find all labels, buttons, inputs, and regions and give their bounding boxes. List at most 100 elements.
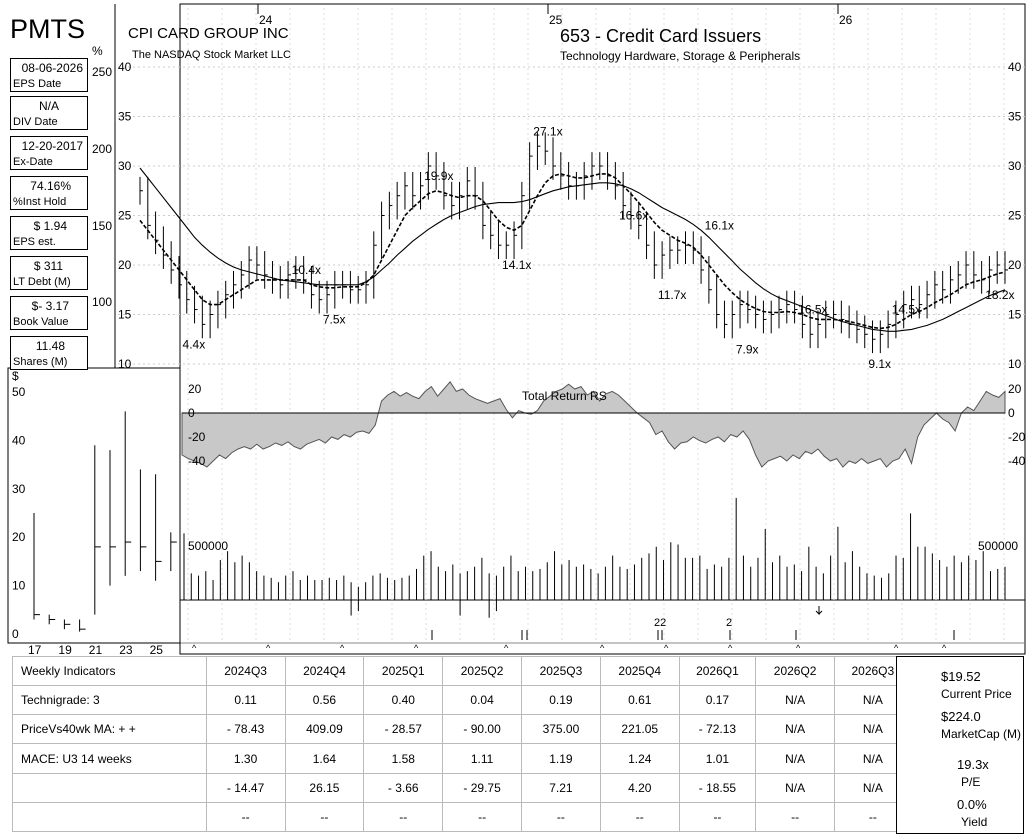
indicator-value-cell: - 90.00 [442, 714, 522, 745]
price-axis-label-right: 15 [1008, 308, 1022, 322]
eps-est-box: $ 1.94 EPS est. [10, 216, 88, 250]
indicator-value-cell: - 72.13 [678, 714, 757, 745]
table-row: MACE: U3 14 weeks 1.30 1.64 1.58 1.11 1.19 1.2… [12, 743, 1023, 774]
year-label: 25 [549, 13, 563, 27]
price-axis-label-right: 20 [1008, 258, 1022, 272]
ex-date-value: 12-20-2017 [21, 139, 83, 153]
yield-value: 0.0% [957, 797, 987, 812]
table-header-row: Weekly Indicators 2024Q3 2024Q4 2025Q1 2025Q… [12, 655, 1023, 687]
indicator-value-cell: - 28.57 [363, 714, 444, 745]
ex-date-label: Ex-Date [13, 156, 53, 168]
indicator-value-cell: 0.40 [363, 685, 444, 716]
rs-title: Total Return RS [522, 389, 607, 403]
indicator-value-cell: N/A [755, 772, 836, 803]
indicator-value-cell: -- [205, 801, 286, 833]
ma-10-week-line [139, 173, 1006, 330]
indicator-value-cell: 1.58 [363, 743, 444, 774]
company-name: CPI CARD GROUP INC [128, 25, 289, 42]
sector-name: Technology Hardware, Storage & Periphera… [560, 49, 800, 63]
annual-axis-label: 20 [12, 530, 26, 544]
rs-axis-label-right: 0 [1008, 406, 1015, 420]
indicator-value-cell: 0.61 [599, 685, 680, 716]
rs-axis-label-right: -40 [1008, 454, 1026, 468]
price-axis-label-left: 20 [118, 258, 132, 272]
indicator-label-cell [12, 801, 207, 833]
pe-annotation: 14.5x [892, 303, 921, 317]
indicator-value-cell: N/A [755, 685, 836, 716]
rs-axis-label-left: -20 [188, 430, 206, 444]
ma-40-week-line [139, 167, 1006, 332]
caret-marker: ^ [192, 643, 197, 653]
eps-est-value: $ 1.94 [33, 219, 67, 233]
split-marker: 22 [654, 617, 666, 629]
book-value-box: $- 3.17 Book Value [10, 296, 88, 330]
annual-year-label: 19 [58, 643, 72, 657]
book-value-value: $- 3.17 [31, 299, 69, 313]
pe-annotation: 14.1x [502, 258, 531, 272]
lt-debt-label: LT Debt (M) [13, 276, 71, 288]
indicator-value-cell: 2025Q4 [599, 655, 680, 687]
price-axis-label-right: 10 [1008, 357, 1022, 371]
indicator-value-cell: 2025Q3 [521, 655, 601, 687]
pe-annotation: 16.5x [798, 303, 827, 317]
caret-marker: ^ [266, 643, 271, 653]
indicator-value-cell: 0.56 [284, 685, 365, 716]
pe-annotation: 27.1x [533, 124, 562, 138]
annual-axis-label: 0 [12, 627, 19, 641]
pe-annotation: 11.7x [658, 288, 686, 302]
volume-axis-label-left: 500000 [188, 539, 228, 553]
indicator-value-cell: 0.04 [442, 685, 522, 716]
indicator-value-cell: 0.11 [205, 685, 286, 716]
indicator-value-cell: 1.01 [678, 743, 757, 774]
div-date-box: N/A DIV Date [10, 96, 88, 130]
pe-label: P/E [961, 775, 981, 789]
pe-annotation: 18.2x [985, 288, 1014, 302]
indicator-label-cell: Technigrade: 3 [12, 685, 207, 716]
indicator-value-cell: 7.21 [521, 772, 601, 803]
caret-marker: ^ [600, 643, 605, 653]
eps-est-label: EPS est. [13, 236, 56, 248]
book-value-label: Book Value [13, 316, 69, 328]
table-row: - 14.47 26.15- 3.66- 29.75 7.21 4.20- 18.55… [12, 772, 1023, 803]
indicator-value-cell: 375.00 [521, 714, 601, 745]
inst-hold-box: 74.16% %Inst Hold [10, 176, 88, 210]
lt-debt-value: $ 311 [33, 259, 63, 273]
rs-axis-label-left: -40 [188, 454, 206, 468]
indicator-value-cell: 4.20 [599, 772, 680, 803]
shares-box: 11.48 Shares (M) [10, 336, 88, 370]
indicator-value-cell: -- [521, 801, 601, 833]
rs-axis-label-right: 20 [1008, 382, 1022, 396]
annual-range-frame [7, 367, 181, 644]
exchange-name: The NASDAQ Stock Market LLC [132, 49, 291, 61]
indicator-value-cell: -- [678, 801, 757, 833]
pct-scale-label: 150 [92, 219, 112, 233]
eps-date-box: 08-06-2026 EPS Date [10, 58, 88, 92]
indicator-value-cell: 221.05 [599, 714, 680, 745]
eps-date-value: 08-06-2026 [21, 61, 83, 75]
table-row: ------------------DIV [12, 801, 1023, 833]
div-date-value: N/A [38, 99, 59, 113]
indicator-value-cell: - 29.75 [442, 772, 522, 803]
chart-frame [179, 3, 1026, 655]
indicator-value-cell: - 78.43 [205, 714, 286, 745]
shares-value: 11.48 [35, 339, 65, 353]
price-axis-label-left: 35 [118, 110, 132, 124]
caret-marker: ^ [504, 643, 509, 653]
annual-axis-unit: $ [12, 369, 19, 383]
indicator-value-cell: -- [442, 801, 522, 833]
indicator-label-cell: MACE: U3 14 weeks [12, 743, 207, 774]
split-marker: 2 [726, 617, 732, 629]
pe-annotation: 7.9x [736, 342, 759, 356]
eps-date-label: EPS Date [13, 78, 62, 90]
current-price-label: Current Price [941, 687, 1012, 701]
rs-axis-label-left: 20 [188, 382, 202, 396]
indicator-value-cell: 1.24 [599, 743, 680, 774]
shares-label: Shares (M) [13, 356, 68, 368]
year-label: 26 [839, 13, 853, 27]
indicator-value-cell: -- [363, 801, 444, 833]
annual-axis-label: 40 [12, 433, 26, 447]
pct-scale-label: % [92, 44, 103, 58]
table-row: Technigrade: 3 0.11 0.56 0.40 0.04 0.19 0.61 0.… [12, 685, 1023, 716]
pe-annotation: 19.9x [424, 169, 453, 183]
